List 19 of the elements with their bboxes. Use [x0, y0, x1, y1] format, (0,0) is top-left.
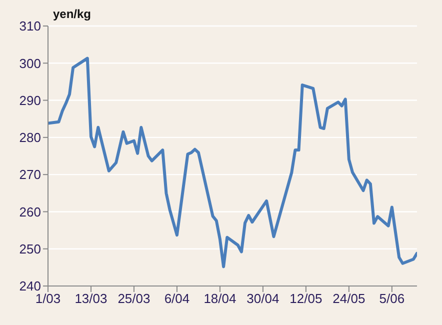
y-tick-label: 290	[19, 92, 41, 108]
x-tick-label: 6/04	[164, 291, 190, 306]
y-tick-label: 300	[19, 56, 41, 71]
x-tick-label: 18/04	[204, 291, 236, 306]
x-tick-label: 12/05	[290, 291, 322, 306]
x-tick-label: 1/03	[35, 291, 61, 306]
y-tick-label: 240	[19, 278, 41, 294]
x-tick-label: 25/03	[118, 291, 150, 306]
y-tick-label: 310	[19, 18, 41, 34]
x-tick-label: 13/03	[74, 291, 108, 306]
y-tick-label: 250	[19, 241, 41, 256]
y-tick-label: 280	[19, 130, 41, 146]
y-axis-title: yen/kg	[53, 7, 92, 21]
x-tick-label: 24/05	[332, 291, 366, 306]
x-tick-label: 5/06	[379, 291, 405, 306]
x-tick-label: 30/04	[246, 291, 280, 306]
y-tick-label: 270	[19, 167, 41, 182]
y-tick-label: 260	[19, 204, 41, 220]
line-series	[48, 56, 417, 268]
